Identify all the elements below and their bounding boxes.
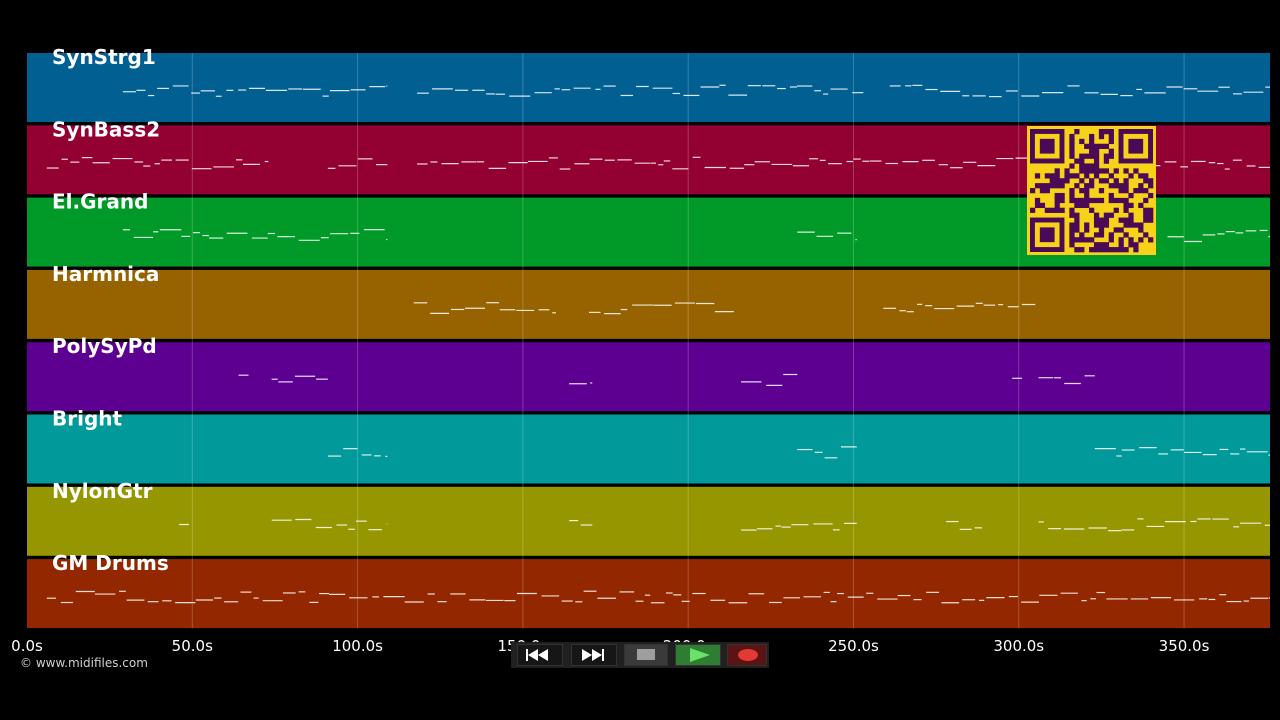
track-lane xyxy=(27,342,1270,412)
track-label: NylonGtr xyxy=(52,479,153,503)
fast-forward-button[interactable] xyxy=(571,644,617,666)
time-tick-label: 0.0s xyxy=(11,637,43,655)
track-label: El.Grand xyxy=(52,190,148,214)
stop-icon xyxy=(637,649,655,660)
track-label: SynBass2 xyxy=(52,117,160,141)
time-tick-label: 50.0s xyxy=(172,637,213,655)
track-lane xyxy=(27,269,1270,339)
rewind-button[interactable] xyxy=(517,644,563,666)
track-label: SynStrg1 xyxy=(52,45,156,69)
time-tick-label: 300.0s xyxy=(993,637,1044,655)
track-label: Harmnica xyxy=(52,262,159,286)
time-tick-label: 250.0s xyxy=(828,637,879,655)
time-tick-label: 350.0s xyxy=(1159,637,1210,655)
time-tick-label: 100.0s xyxy=(332,637,383,655)
transport-bar xyxy=(511,642,769,668)
fast-forward-icon xyxy=(582,649,604,661)
track-lane xyxy=(27,486,1270,556)
record-button[interactable] xyxy=(727,644,767,666)
play-icon xyxy=(690,648,710,662)
track-label: PolySyPd xyxy=(52,334,157,358)
track-lane xyxy=(27,414,1270,484)
track-lane xyxy=(27,559,1270,629)
copyright-text: © www.midifiles.com xyxy=(20,656,148,670)
rewind-icon xyxy=(526,649,548,661)
qr-code xyxy=(1027,126,1156,255)
record-icon xyxy=(738,649,758,661)
play-button[interactable] xyxy=(675,644,721,666)
track-label: Bright xyxy=(52,407,123,431)
stop-button[interactable] xyxy=(624,644,668,666)
track-label: GM Drums xyxy=(52,551,169,575)
track-lane xyxy=(27,53,1270,122)
